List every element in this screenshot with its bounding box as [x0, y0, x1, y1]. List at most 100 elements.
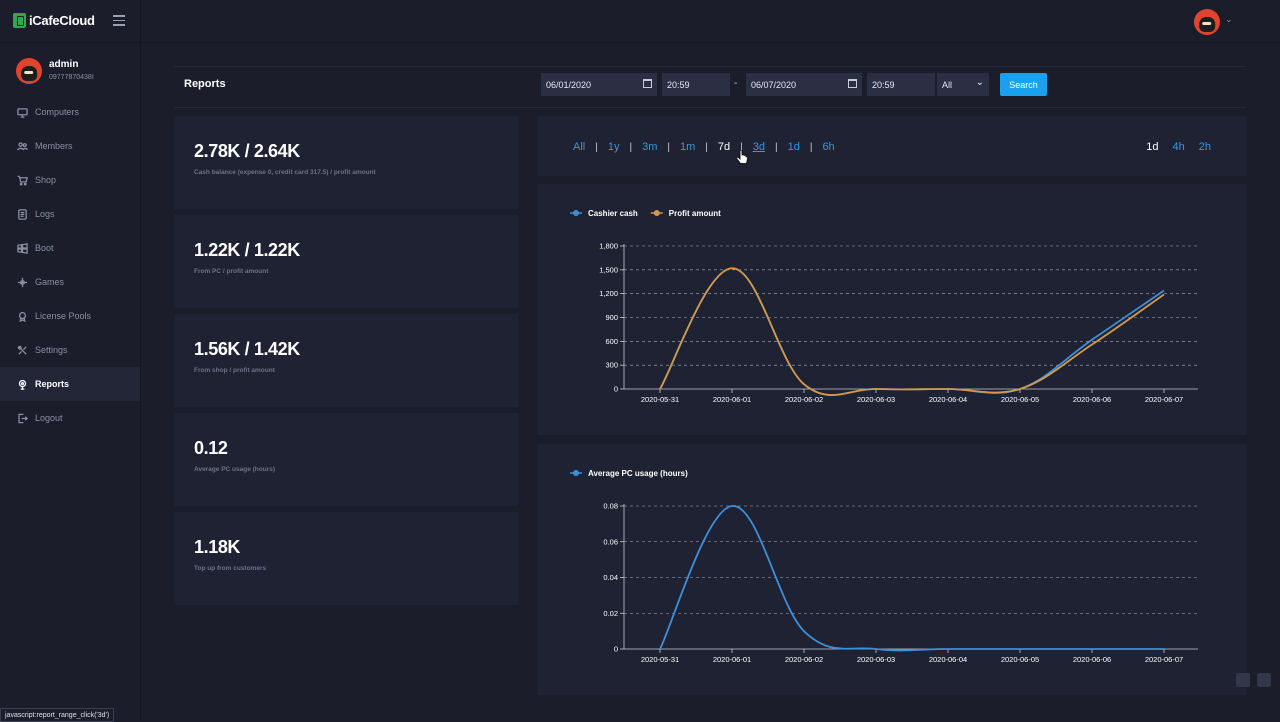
top-bar: iCafeCloud ⌄ [0, 0, 1280, 43]
range-link-1m[interactable]: 1m [679, 141, 696, 153]
stat-description: Top up from customers [194, 565, 267, 572]
range-link-3m[interactable]: 3m [642, 141, 658, 153]
cash-profit-chart: Cashier cash Profit amount 0 300 600 900 1,200… [570, 209, 1198, 404]
stat-card: 0.12 Average PC usage (hours) [174, 413, 518, 506]
pause-icon[interactable] [1236, 673, 1250, 687]
range-divider: | [667, 141, 670, 153]
stat-value: 1.56K / 1.42K [194, 339, 300, 359]
series-line-profit-amount[interactable] [659, 267, 1165, 396]
monitor-icon [17, 107, 28, 118]
user-phone: 09777870438I [49, 74, 94, 81]
date-from-input[interactable]: 06/01/2020 [541, 73, 657, 96]
sidebar-item-games[interactable]: Games [0, 265, 140, 299]
x-tick-label: 2020-06-01 [713, 395, 751, 404]
legend-label[interactable]: Cashier cash [588, 209, 638, 218]
sidebar-item-reports[interactable]: Reports [0, 367, 140, 401]
x-tick-label: 2020-06-06 [1073, 655, 1111, 664]
date-to-input[interactable]: 06/07/2020 [746, 73, 862, 96]
x-tick-label: 2020-06-03 [857, 395, 895, 404]
stat-description: From PC / profit amount [194, 268, 269, 275]
sidebar-nav: Computers Members Shop Logs Boot Games License… [0, 95, 140, 435]
x-tick-label: 2020-06-02 [785, 395, 823, 404]
interval-link-2h[interactable]: 2h [1198, 141, 1211, 153]
series-line-cashier-cash[interactable] [659, 267, 1165, 396]
interval-links: 1d 4h 2h [1146, 141, 1211, 153]
search-button[interactable]: Search [1000, 73, 1047, 96]
sidebar-item-logs[interactable]: Logs [0, 197, 140, 231]
range-link-all[interactable]: All [573, 141, 586, 153]
stat-card: 1.22K / 1.22K From PC / profit amount [174, 215, 518, 308]
sidebar-item-logout[interactable]: Logout [0, 401, 140, 435]
sidebar-item-members[interactable]: Members [0, 129, 140, 163]
range-divider: | [774, 141, 778, 153]
calendar-icon[interactable] [848, 79, 857, 88]
range-selector: All | 1y | 3m | 1m | 7d | 3d | 1d | 6h 1d 4h 2h [538, 116, 1246, 176]
y-tick-label: 0.02 [603, 609, 618, 618]
legend-label[interactable]: Average PC usage (hours) [588, 469, 688, 478]
date-from-value: 06/01/2020 [546, 79, 592, 90]
user-menu-avatar[interactable] [1194, 9, 1220, 35]
time-to-input[interactable]: 20:59 [867, 73, 935, 96]
page-title: Reports [184, 78, 226, 90]
range-link-6h[interactable]: 6h [822, 141, 835, 153]
x-tick-label: 2020-06-03 [857, 655, 895, 664]
reports-header: Reports 06/01/2020 20:59 - 06/07/2020 20… [174, 66, 1246, 108]
range-link-1d[interactable]: 1d [787, 141, 800, 153]
pc-usage-chart-panel: Average PC usage (hours) 0 0.02 0.04 0.06 0.0… [538, 444, 1246, 695]
sidebar-item-computers[interactable]: Computers [0, 95, 140, 129]
stat-value: 1.22K / 1.22K [194, 240, 300, 260]
x-tick-label: 2020-06-01 [713, 655, 751, 664]
stat-description: Average PC usage (hours) [194, 466, 276, 473]
logout-icon [18, 413, 28, 423]
interval-link-1d[interactable]: 1d [1146, 141, 1159, 153]
sidebar-item-label: Logout [35, 413, 63, 423]
menu-toggle-icon[interactable] [113, 15, 125, 29]
cart-icon [17, 175, 28, 186]
pc-usage-chart: Average PC usage (hours) 0 0.02 0.04 0.06 0.0… [570, 469, 1198, 664]
range-divider: | [705, 141, 708, 153]
stat-card: 1.56K / 1.42K From shop / profit amount [174, 314, 518, 407]
chevron-down-icon: ⌄ [975, 77, 984, 88]
filter-select[interactable]: All ⌄ [937, 73, 989, 96]
range-divider: | [740, 141, 743, 153]
reports-icon [18, 379, 27, 390]
cash-profit-chart-panel: Cashier cash Profit amount 0 300 600 900 1,200… [538, 184, 1246, 435]
brand-logo[interactable]: iCafeCloud [13, 13, 95, 28]
calendar-icon[interactable] [643, 79, 652, 88]
windows-icon [17, 242, 28, 254]
sidebar-item-label: Logs [35, 209, 55, 219]
sidebar-item-label: Settings [35, 345, 68, 355]
y-tick-label: 0.08 [603, 502, 618, 511]
range-link-7d[interactable]: 7d [717, 141, 731, 153]
sidebar-item-shop[interactable]: Shop [0, 163, 140, 197]
sidebar-item-label: Computers [35, 107, 80, 117]
y-tick-label: 0.06 [603, 537, 618, 546]
range-link-3d[interactable]: 3d [752, 141, 765, 153]
sidebar-item-license-pools[interactable]: License Pools [0, 299, 140, 333]
user-name: admin [49, 59, 79, 70]
legend-label[interactable]: Profit amount [669, 209, 721, 218]
y-tick-label: 1,800 [599, 242, 618, 251]
stat-value: 2.78K / 2.64K [194, 141, 300, 161]
range-link-1y[interactable]: 1y [607, 141, 620, 153]
divider [140, 0, 141, 42]
time-to-value: 20:59 [872, 79, 895, 90]
chevron-down-icon[interactable]: ⌄ [1225, 14, 1233, 24]
y-tick-label: 300 [605, 361, 618, 370]
sidebar-item-label: Boot [35, 243, 54, 253]
time-from-value: 20:59 [667, 79, 690, 90]
x-tick-label: 2020-06-06 [1073, 395, 1111, 404]
interval-link-4h[interactable]: 4h [1172, 141, 1185, 153]
sidebar-item-boot[interactable]: Boot [0, 231, 140, 265]
series-line-average-pc-usage-hours[interactable] [659, 505, 1164, 652]
time-from-input[interactable]: 20:59 [662, 73, 730, 96]
sidebar-item-label: Shop [35, 175, 57, 185]
picture-icon[interactable] [1257, 673, 1271, 687]
sidebar-item-settings[interactable]: Settings [0, 333, 140, 367]
avatar [16, 58, 42, 84]
stat-card: 1.18K Top up from customers [174, 512, 518, 605]
x-tick-label: 2020-06-04 [929, 395, 967, 404]
y-tick-label: 600 [605, 337, 618, 346]
brand-name: iCafeCloud [29, 13, 95, 28]
log-icon [18, 208, 27, 220]
